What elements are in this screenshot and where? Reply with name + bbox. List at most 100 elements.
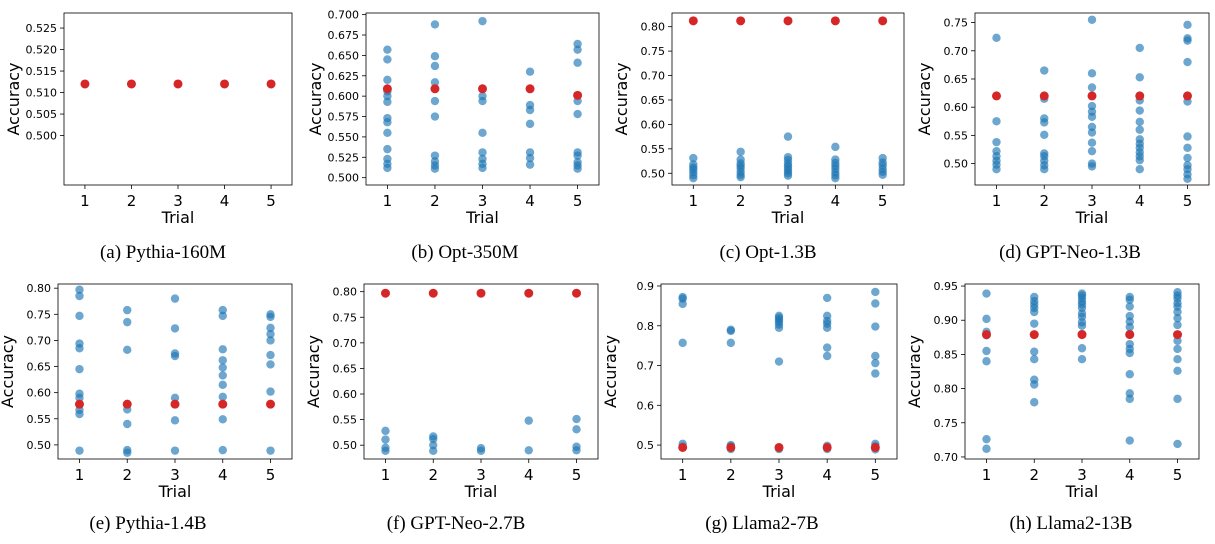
red-point [774, 442, 784, 452]
x-tick-label: 2 [1039, 192, 1049, 210]
blue-point [430, 151, 440, 160]
blue-point [1135, 165, 1144, 174]
blue-point [871, 322, 880, 331]
y-tick-label: 0.90 [934, 314, 959, 327]
y-tick-label: 0.65 [333, 362, 358, 375]
blue-point [783, 152, 793, 162]
blue-point [572, 442, 581, 451]
blue-point [383, 113, 392, 123]
blue-point [572, 414, 581, 424]
blue-point [525, 67, 535, 76]
y-tick-label: 0.520 [26, 44, 58, 57]
y-tick-label: 0.575 [328, 111, 360, 124]
blue-point [525, 160, 535, 169]
y-tick-label: 0.625 [328, 70, 360, 83]
blue-point [218, 445, 227, 455]
y-axis-label: Accuracy [612, 62, 631, 135]
blue-point [1087, 159, 1097, 168]
red-point [830, 16, 840, 26]
blue-point [871, 358, 880, 368]
red-point [1183, 91, 1193, 101]
chart-caption: (c) Opt-1.3B [719, 242, 816, 263]
blue-point [478, 91, 487, 101]
y-tick-label: 0.65 [27, 361, 52, 374]
y-axis-label: Accuracy [304, 335, 323, 408]
blue-point [266, 387, 275, 396]
red-point [126, 79, 136, 89]
red-point [266, 79, 276, 89]
blue-point [430, 20, 440, 29]
blue-point [266, 336, 275, 345]
blue-point [1183, 34, 1192, 43]
x-tick-label: 2 [430, 192, 440, 210]
y-tick-label: 0.50 [27, 439, 52, 452]
blue-point [266, 329, 275, 339]
blue-point [1125, 292, 1134, 302]
y-tick-label: 0.500 [26, 130, 58, 143]
chart-panel-6: 1 2 3 4 5 0.50 0.55 0.60 0.65 0.70 0.75 0.80 Trial Ac… [304, 283, 599, 534]
blue-point [1030, 354, 1039, 364]
chart-panel-4: 1 2 3 4 5 0.50 0.55 0.60 0.65 0.70 0.75 Trial Accura… [915, 12, 1210, 263]
blue-point [573, 148, 582, 157]
blue-point [1173, 288, 1182, 297]
blue-point [218, 380, 227, 390]
blue-point [822, 351, 832, 361]
red-point [428, 288, 438, 298]
blue-point [266, 350, 275, 360]
blue-point [1173, 439, 1182, 449]
chart-caption: (f) GPT-Neo-2.7B [387, 513, 526, 534]
blue-point [75, 291, 84, 301]
blue-point [1183, 161, 1192, 170]
blue-point [218, 371, 227, 380]
x-axis-label: Trial [771, 208, 805, 227]
red-point [783, 16, 793, 26]
y-tick-label: 0.5 [637, 439, 655, 452]
x-tick-label: 2 [1029, 466, 1039, 484]
blue-point [871, 299, 880, 308]
blue-point [1173, 366, 1182, 376]
blue-point [266, 323, 275, 333]
chart-panel-8: 1 2 3 4 5 0.70 0.75 0.80 0.85 0.90 0.95 Trial Accura… [905, 280, 1200, 534]
blue-point [1040, 66, 1049, 75]
blue-point [1173, 344, 1182, 354]
red-point [220, 79, 230, 89]
blue-point [266, 310, 275, 319]
blue-point [1183, 57, 1192, 67]
blue-point [573, 58, 582, 67]
x-tick-label: 4 [822, 466, 832, 484]
y-tick-label: 0.65 [641, 94, 666, 107]
blue-point [831, 155, 840, 164]
blue-point [430, 112, 440, 121]
blue-point [573, 39, 582, 49]
blue-point [982, 346, 991, 356]
x-tick-label: 2 [428, 466, 438, 484]
blue-point [525, 148, 535, 157]
red-point [218, 399, 228, 409]
y-axis-label: Accuracy [601, 335, 620, 408]
blue-point [1087, 83, 1097, 92]
blue-point [430, 78, 440, 87]
y-tick-label: 0.505 [26, 108, 58, 121]
blue-point [1040, 149, 1049, 158]
red-point [430, 84, 440, 94]
blue-point [1040, 114, 1049, 123]
red-point [122, 399, 132, 409]
y-tick-label: 0.675 [328, 29, 360, 42]
y-tick-label: 0.75 [641, 45, 666, 58]
y-tick-label: 0.8 [637, 320, 655, 333]
blue-point [982, 314, 991, 324]
y-tick-label: 0.55 [27, 413, 52, 426]
red-point [878, 16, 888, 26]
y-tick-label: 0.50 [333, 439, 358, 452]
y-tick-label: 0.95 [934, 280, 959, 293]
blue-point [525, 119, 535, 129]
blue-point [478, 154, 487, 164]
red-point [1173, 330, 1183, 340]
x-tick-label: 5 [1173, 466, 1183, 484]
x-tick-label: 3 [476, 466, 486, 484]
x-tick-label: 3 [783, 192, 793, 210]
blue-point [689, 160, 698, 169]
blue-point [75, 285, 84, 294]
y-tick-label: 0.75 [27, 308, 52, 321]
blue-point [1030, 319, 1039, 328]
